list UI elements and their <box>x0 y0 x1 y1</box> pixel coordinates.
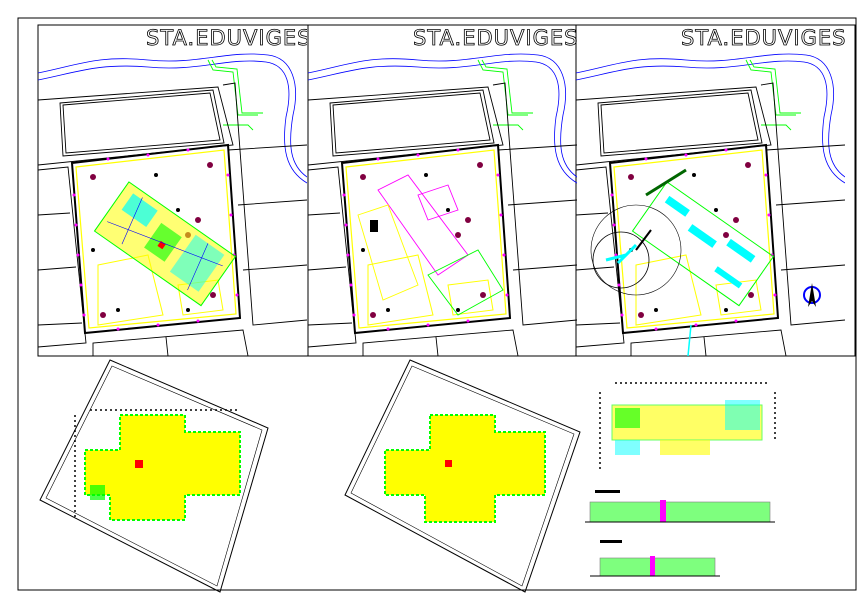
site-plan-panel-1: STA.EDUVIGES <box>38 26 311 356</box>
top-frame <box>37 24 856 357</box>
north-arrow-icon <box>803 283 821 307</box>
building-outline <box>357 174 504 316</box>
services-layout <box>631 181 775 307</box>
panel-title: STA.EDUVIGES <box>681 26 846 50</box>
panel-title: STA.EDUVIGES <box>146 26 311 50</box>
panel-title: STA.EDUVIGES <box>413 26 578 50</box>
site-plan-panel-3: STA.EDUVIGES <box>576 26 846 356</box>
floor-plan-1 <box>39 359 269 593</box>
site-plan-panel-2: STA.EDUVIGES <box>308 26 578 356</box>
floor-plan-2 <box>344 359 581 593</box>
sheet-border <box>17 17 857 591</box>
plan-and-elevations <box>585 382 776 577</box>
building-complex <box>93 181 237 307</box>
